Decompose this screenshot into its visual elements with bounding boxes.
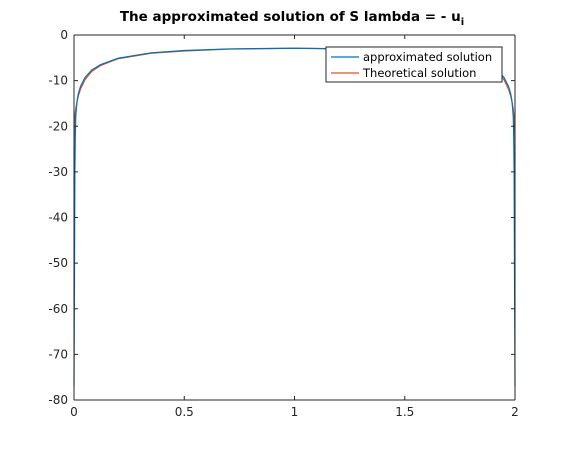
- x-tick-label: 0: [70, 405, 78, 419]
- y-tick-label: 0: [60, 28, 68, 42]
- series-line-approximated: [73, 47, 516, 387]
- legend-label-theoretical: Theoretical solution: [362, 66, 476, 80]
- y-tick-label: -80: [48, 393, 68, 407]
- x-tick-label: 1.5: [395, 405, 414, 419]
- chart-title-main: The approximated solution of S lambda = …: [120, 9, 461, 25]
- chart-title: The approximated solution of S lambda = …: [120, 9, 464, 28]
- legend-label-approximated: approximated solution: [363, 50, 492, 64]
- y-tick-label: -20: [48, 119, 68, 133]
- legend: approximated solution Theoretical soluti…: [325, 46, 503, 83]
- x-tick-label: 2: [511, 405, 519, 419]
- legend-box: [325, 46, 503, 83]
- series-layer: [73, 47, 516, 387]
- x-tick-label: 0.5: [175, 405, 194, 419]
- x-tick-label: 1: [291, 405, 299, 419]
- chart-title-subscript: i: [461, 17, 464, 28]
- plot-area: [74, 35, 515, 400]
- y-tick-label: -50: [48, 256, 68, 270]
- y-tick-label: -40: [48, 211, 68, 225]
- y-tick-label: -30: [48, 165, 68, 179]
- y-tick-label: -70: [48, 347, 68, 361]
- y-tick-label: -60: [48, 302, 68, 316]
- y-tick-label: -10: [48, 74, 68, 88]
- ticks-layer: 0 0.5 1 1.5 2 0 -10 -20 -30 -40 -50 -60 -70 -80: [48, 28, 518, 419]
